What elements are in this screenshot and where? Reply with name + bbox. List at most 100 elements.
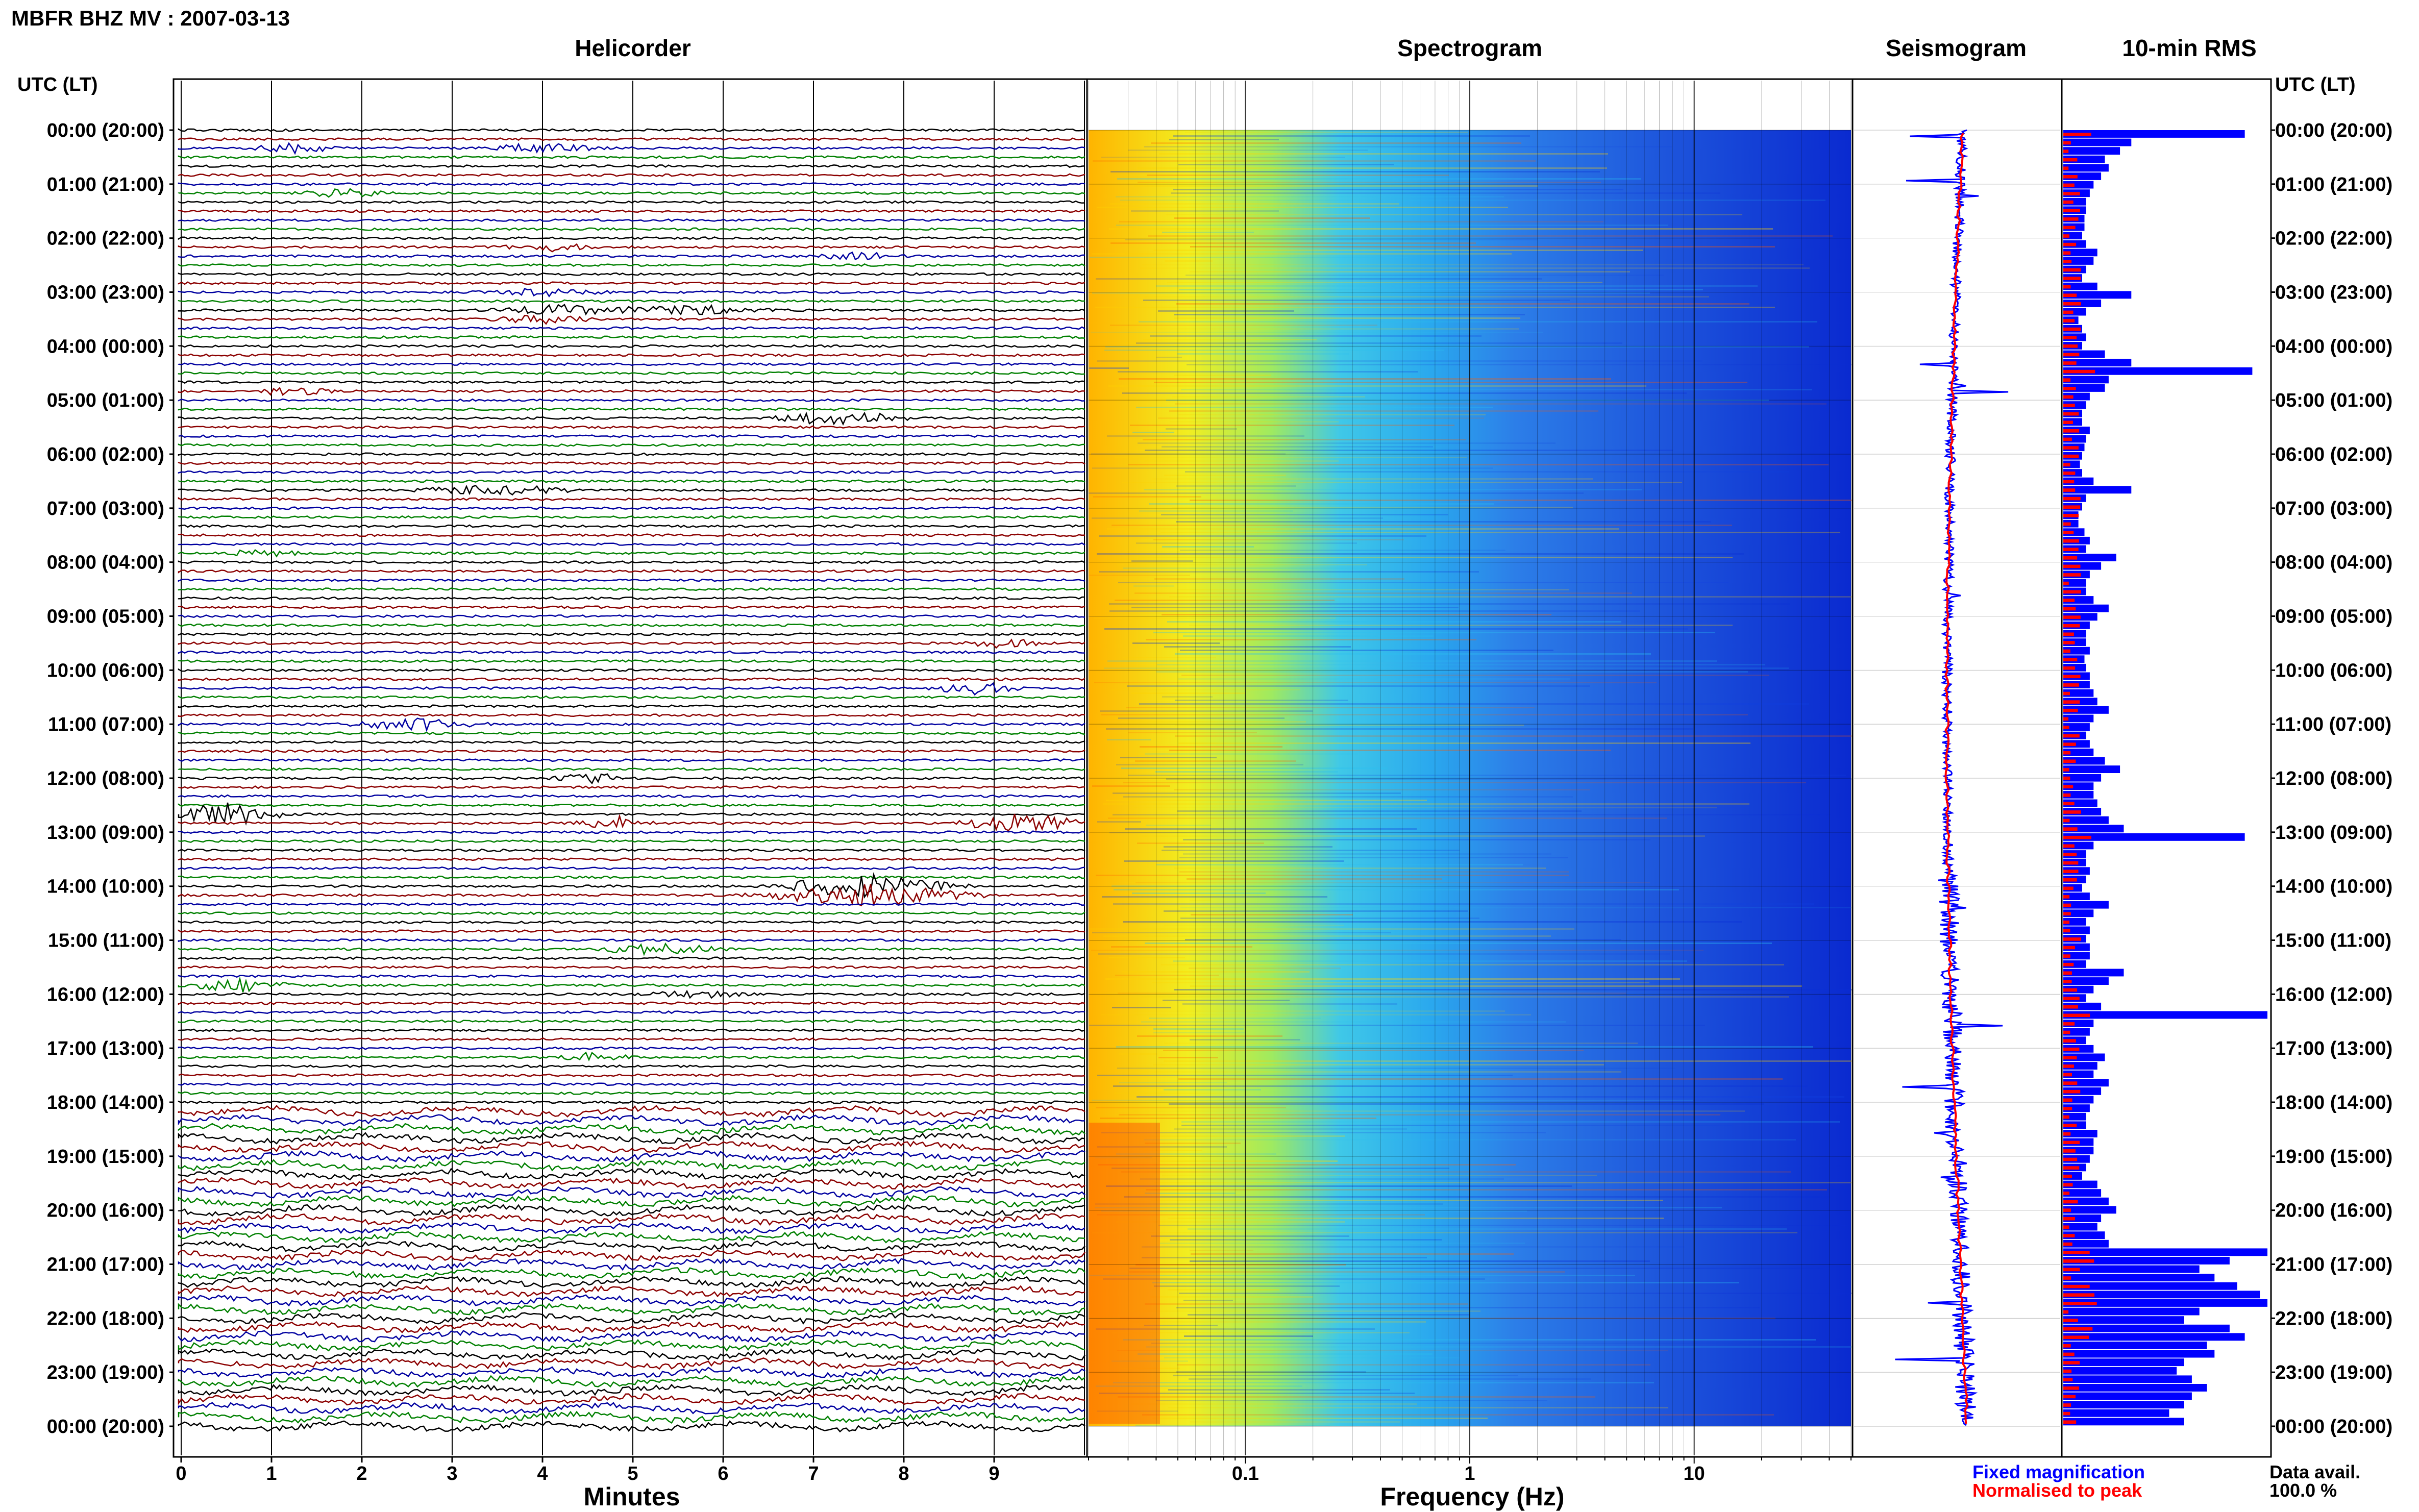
spectrogram-row — [1106, 1185, 1572, 1187]
spectrogram-row — [1122, 971, 1310, 973]
spectrogram-row — [1156, 864, 1523, 865]
spectrogram-row — [1095, 1203, 1443, 1205]
helicorder-trace — [178, 1302, 1085, 1316]
spectrogram-row — [1089, 367, 1129, 369]
helicorder-trace — [178, 875, 1085, 879]
helicorder-trace — [178, 773, 1085, 785]
helicorder-trace — [178, 614, 1085, 618]
spectrogram-row — [1126, 707, 1535, 708]
spectrogram-row — [1091, 453, 1286, 455]
helicorder-x-tick-label: 6 — [718, 1463, 728, 1484]
rms-normalised-bar — [2063, 369, 2095, 374]
rms-normalised-bar — [2063, 1403, 2071, 1407]
spectrogram-row — [1099, 571, 1479, 573]
helicorder-trace — [178, 740, 1085, 745]
rms-normalised-bar — [2063, 1344, 2071, 1348]
spectrogram-row — [1152, 478, 1593, 480]
spectrogram-row — [1135, 760, 1296, 762]
helicorder-trace — [178, 1393, 1085, 1406]
spectrogram-row — [1158, 1057, 1218, 1058]
rms-normalised-bar — [2063, 505, 2081, 509]
spectrogram-row — [1189, 625, 1733, 626]
helicorder-trace — [178, 974, 1085, 978]
spectrogram-row — [1168, 1289, 1279, 1291]
spectrogram-row — [1137, 167, 1607, 169]
spectrogram-row — [1174, 1128, 1407, 1130]
spectrogram-row — [1164, 1060, 1858, 1062]
helicorder-trace — [178, 578, 1085, 582]
rms-normalised-bar — [2063, 141, 2071, 145]
time-tick-label-left: 16:00 (12:00) — [47, 984, 164, 1005]
helicorder-trace — [178, 188, 1085, 198]
spectrogram-row — [1108, 385, 1646, 387]
spectrogram-row — [1115, 457, 1467, 458]
spectrogram-row — [1136, 882, 1650, 883]
spectrogram-row — [1110, 242, 1476, 244]
spectrogram-row — [1171, 192, 1720, 194]
helicorder-trace — [178, 866, 1085, 870]
spectrogram-row — [1183, 1300, 1233, 1301]
spectrogram-row — [1112, 885, 1437, 887]
time-tick-label-left: 10:00 (06:00) — [47, 660, 164, 681]
rms-bar — [2063, 790, 2094, 799]
rms-normalised-bar — [2063, 1386, 2079, 1390]
helicorder-trace — [178, 380, 1085, 384]
spectrogram-row — [1166, 428, 1237, 430]
rms-normalised-bar — [2063, 1395, 2076, 1399]
spectrogram-row — [1189, 968, 1341, 969]
rms-bar — [2063, 833, 2245, 841]
helicorder-trace — [178, 569, 1085, 574]
rms-normalised-bar — [2063, 277, 2081, 280]
spectrogram-row — [1132, 642, 1220, 644]
rms-normalised-bar — [2063, 1208, 2071, 1212]
spectrogram-row — [1121, 767, 1388, 769]
spectrogram-row — [1128, 732, 1257, 733]
spectrogram-row — [1182, 1003, 1397, 1005]
spectrogram-row — [1178, 678, 1570, 680]
rms-normalised-bar — [2063, 251, 2071, 255]
spectrogram-row — [1130, 425, 1454, 426]
spectrogram-row — [1174, 789, 1590, 790]
spectrogram-row — [1169, 596, 1894, 598]
spectrogram-row — [1187, 878, 1442, 880]
helicorder-trace — [178, 1046, 1085, 1050]
spectrogram-row — [1123, 567, 1372, 569]
rms-bar — [2063, 1324, 2230, 1332]
spectrogram-row — [1110, 203, 1399, 205]
rms-bar — [2063, 147, 2120, 155]
rms-normalised-bar — [2063, 1141, 2080, 1145]
spectrogram-row — [1118, 1396, 1595, 1398]
helicorder-trace — [178, 1195, 1085, 1207]
spectrogram-row — [1114, 1321, 1426, 1323]
spectrogram-row — [1145, 753, 1358, 755]
rms-normalised-bar — [2063, 387, 2076, 390]
helicorder-trace — [178, 884, 1085, 907]
time-tick-label-left: 05:00 (01:00) — [47, 390, 164, 411]
spectrogram-row — [1115, 600, 1335, 601]
spectrogram-row — [1102, 896, 1327, 898]
rms-normalised-bar — [2063, 895, 2070, 899]
helicorder-trace — [178, 813, 1085, 832]
time-tick-label-right: 03:00 (23:00) — [2275, 282, 2392, 304]
helicorder-trace — [178, 164, 1085, 168]
rms-normalised-bar — [2063, 708, 2078, 712]
spectrogram-row — [1140, 1178, 1504, 1180]
rms-normalised-bar — [2063, 734, 2080, 738]
rms-normalised-bar — [2063, 835, 2091, 839]
helicorder-x-tick-label: 8 — [898, 1463, 909, 1484]
spectrogram-row — [1183, 853, 1551, 855]
helicorder-x-tick-label: 9 — [989, 1463, 999, 1484]
helicorder-trace — [178, 605, 1085, 609]
rms-normalised-bar — [2063, 988, 2078, 992]
helicorder-trace — [178, 659, 1085, 663]
spectrogram-row — [1153, 1032, 1245, 1033]
spectrogram-row — [1179, 857, 1568, 858]
spectrogram-row — [1174, 375, 1271, 376]
rms-normalised-bar — [2063, 480, 2075, 484]
helicorder-trace — [178, 902, 1085, 906]
spectrogram-row — [1184, 1335, 1313, 1337]
spectrogram-row — [1181, 1121, 1840, 1123]
rms-normalised-bar — [2063, 658, 2078, 661]
rms-normalised-bar — [2063, 226, 2076, 230]
helicorder-trace — [178, 155, 1085, 159]
